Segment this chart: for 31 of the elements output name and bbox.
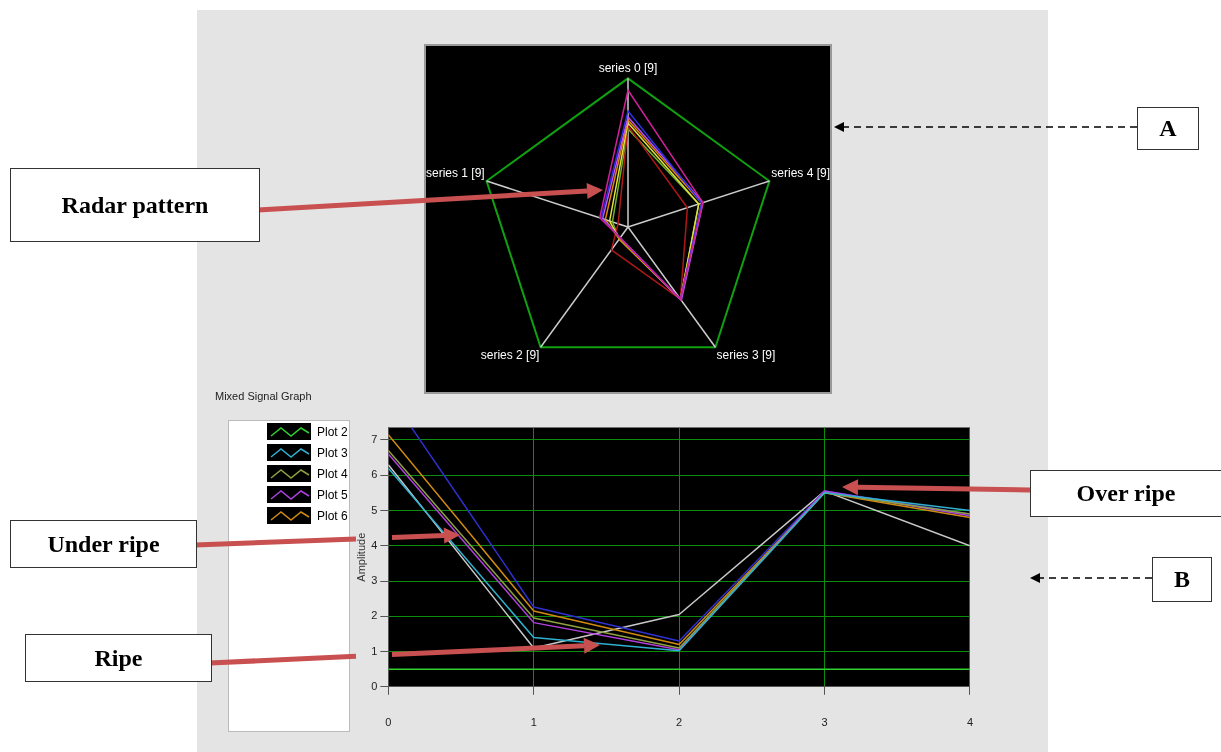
x-tick-label: 1 <box>530 716 537 729</box>
text: Over ripe <box>1030 470 1221 517</box>
text: A <box>1137 107 1199 150</box>
spoke-label: series 2 [9] <box>480 348 540 363</box>
y-tick-label: 6 <box>371 468 378 481</box>
x-tick-label: 4 <box>966 716 973 729</box>
x-tick-label: 0 <box>385 716 392 729</box>
spoke-label: series 4 [9] <box>771 165 831 180</box>
y-tick-label: 7 <box>371 432 378 445</box>
spoke-label: series 0 [9] <box>598 61 658 76</box>
y-tick-label: 4 <box>371 538 378 551</box>
text: Mixed Signal Graph <box>215 390 312 402</box>
spoke-label: series 3 [9] <box>716 348 776 363</box>
y-tick-label: 1 <box>371 644 378 657</box>
y-axis-title: Amplitude <box>354 532 367 582</box>
text: Under ripe <box>10 520 197 568</box>
spoke-label: series 1 [9] <box>425 165 485 180</box>
text: Radar pattern <box>10 168 260 242</box>
y-tick-label: 2 <box>371 609 378 622</box>
y-tick-label: 3 <box>371 574 378 587</box>
legend-label: Plot 4 <box>317 466 348 481</box>
text: B <box>1152 557 1212 602</box>
text: Ripe <box>25 634 212 682</box>
legend-label: Plot 5 <box>317 487 348 502</box>
x-tick-label: 3 <box>821 716 828 729</box>
y-tick-label: 5 <box>371 503 378 516</box>
legend-label: Plot 2 <box>317 424 348 439</box>
legend-label: Plot 6 <box>317 508 348 523</box>
legend-label: Plot 3 <box>317 445 348 460</box>
x-tick-label: 2 <box>676 716 683 729</box>
y-tick-label: 0 <box>371 679 378 692</box>
